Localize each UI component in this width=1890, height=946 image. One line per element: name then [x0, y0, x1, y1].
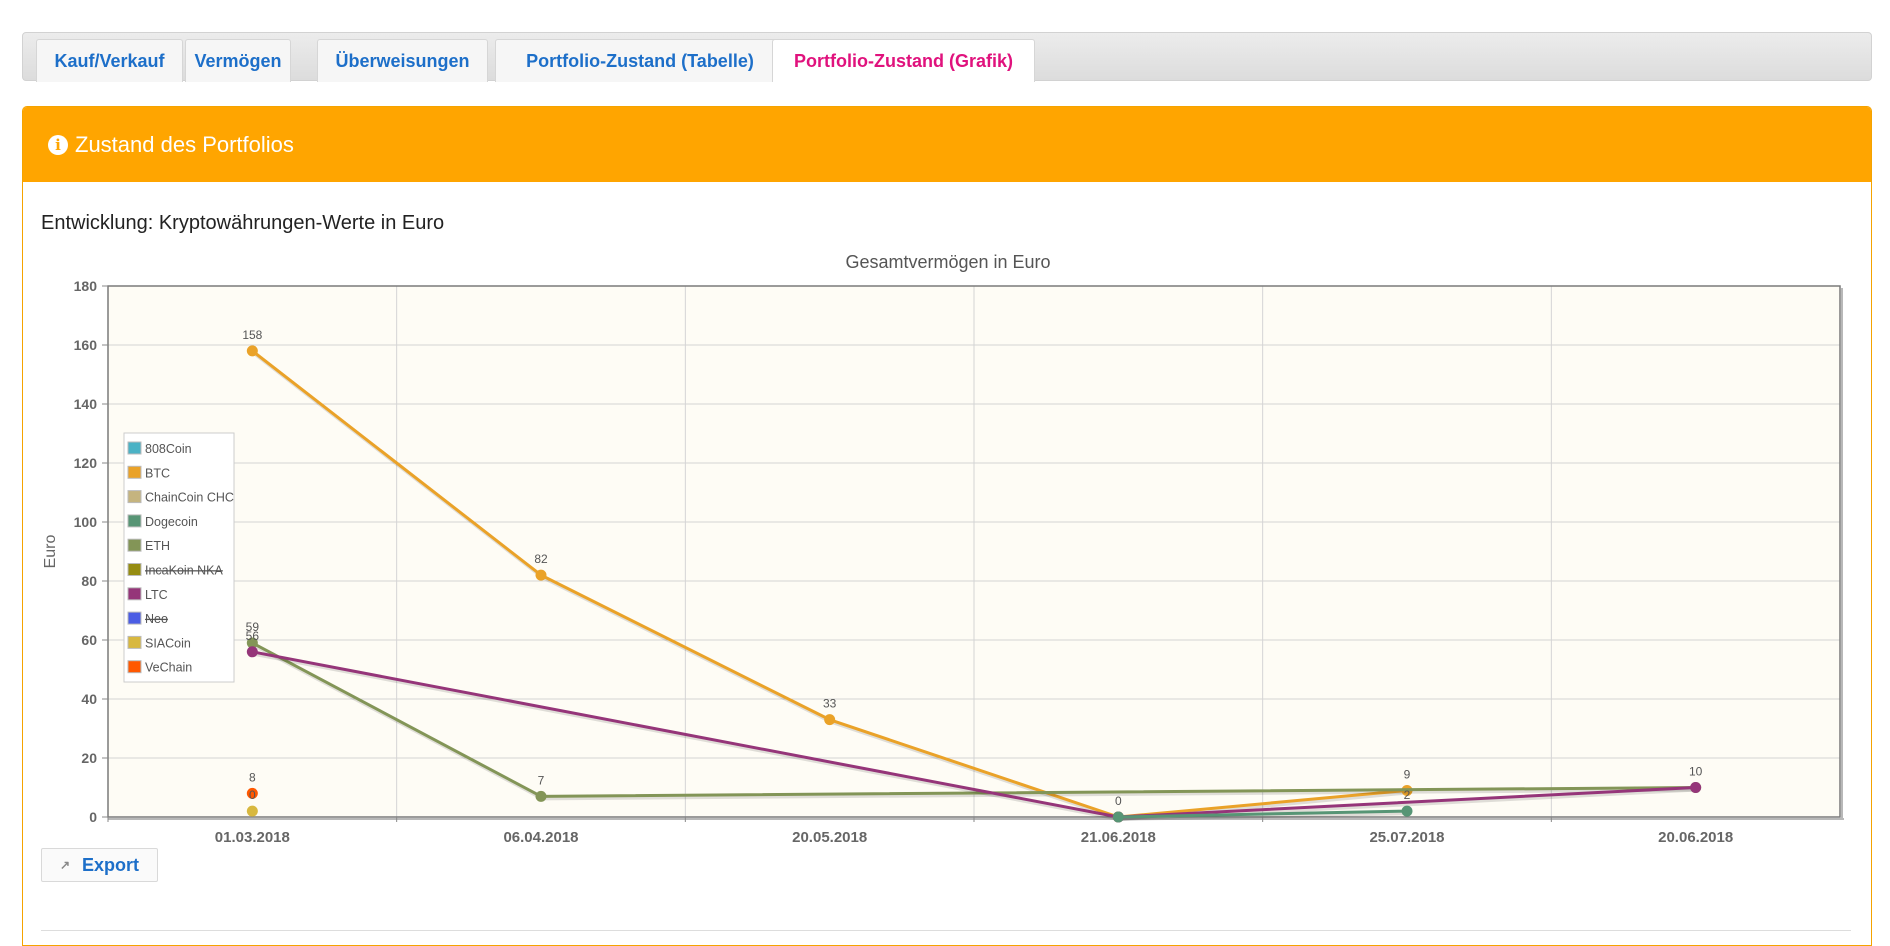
legend-swatch: [127, 490, 142, 504]
data-label: 158: [242, 328, 262, 342]
y-tick-label: 100: [74, 514, 98, 530]
y-tick-label: 60: [81, 632, 97, 648]
divider: [41, 930, 1851, 931]
x-tick-label: 21.06.2018: [1081, 829, 1156, 846]
x-tick-label: 20.05.2018: [792, 829, 867, 846]
data-point: [535, 790, 547, 802]
legend-item-label: Dogecoin: [145, 515, 198, 529]
legend-item-label: ETH: [145, 539, 170, 553]
data-label: 82: [534, 552, 548, 566]
series-line: [1118, 809, 1408, 819]
panel-header: i Zustand des Portfolios: [23, 107, 1871, 182]
data-label: 9: [1404, 767, 1411, 781]
legend-item-label: Neo: [145, 612, 168, 626]
export-button[interactable]: ↗ Export: [41, 848, 158, 882]
y-tick-label: 180: [74, 278, 98, 294]
data-label: 2: [1404, 788, 1411, 802]
y-axis-label: Euro: [42, 535, 59, 569]
tab-portfolio-tabelle[interactable]: Portfolio-Zustand (Tabelle): [495, 39, 785, 82]
x-tick-label: 20.06.2018: [1658, 829, 1733, 846]
x-tick-label: 25.07.2018: [1369, 829, 1444, 846]
legend-swatch: [127, 611, 142, 625]
legend-swatch: [127, 587, 142, 601]
external-link-icon: ↗: [59, 858, 71, 872]
legend-item-label: VeChain: [145, 661, 192, 675]
y-tick-label: 20: [81, 750, 97, 766]
data-label: 7: [538, 773, 545, 787]
legend-swatch: [127, 465, 142, 479]
legend-swatch: [127, 660, 142, 674]
y-tick-label: 160: [74, 337, 98, 353]
data-point: [246, 805, 258, 817]
legend-swatch: [127, 514, 142, 528]
data-point: [824, 714, 836, 726]
tab-ueberweisungen[interactable]: Überweisungen: [317, 39, 488, 82]
tab-vermoegen[interactable]: Vermögen: [185, 39, 291, 82]
tab-kauf-verkauf[interactable]: Kauf/Verkauf: [36, 39, 183, 82]
legend-item-label: 808Coin: [145, 442, 192, 456]
data-label: 8: [249, 770, 256, 784]
data-point: [535, 569, 547, 581]
x-tick-label: 06.04.2018: [503, 829, 578, 846]
legend-swatch: [127, 563, 142, 576]
legend-item-label: ChainCoin CHC: [145, 491, 234, 505]
legend-item-label: LTC: [145, 588, 168, 602]
legend-swatch: [127, 538, 142, 552]
data-label: 33: [823, 697, 837, 711]
chart-title: Gesamtvermögen in Euro: [845, 252, 1050, 272]
y-tick-label: 120: [74, 455, 98, 471]
data-point: [246, 637, 258, 649]
data-label: 59: [246, 620, 260, 634]
data-point: [246, 345, 258, 357]
data-label: 0: [249, 788, 256, 802]
y-tick-label: 0: [89, 809, 97, 825]
y-tick-label: 140: [74, 396, 98, 412]
data-label: 56: [246, 629, 260, 643]
panel-title: Zustand des Portfolios: [75, 131, 294, 157]
legend-swatch: [127, 441, 142, 455]
data-point: [1401, 805, 1413, 817]
data-point: [246, 646, 258, 658]
series-line-shadow: [1119, 811, 1409, 821]
export-label: Export: [82, 854, 140, 875]
legend-item-label: BTC: [145, 466, 170, 480]
data-point: [1690, 782, 1702, 793]
chart-subtitle: Entwicklung: Kryptowährungen-Werte in Eu…: [41, 212, 445, 234]
legend-box: [123, 432, 235, 683]
data-point: [246, 787, 258, 799]
data-point: [1112, 811, 1124, 823]
tab-portfolio-grafik[interactable]: Portfolio-Zustand (Grafik): [772, 39, 1035, 82]
data-label: 10: [1689, 765, 1703, 779]
info-icon: i: [48, 134, 68, 155]
legend-swatch: [127, 635, 142, 649]
x-tick-label: 01.03.2018: [215, 829, 290, 846]
tab-bar: Kauf/Verkauf Vermögen Überweisungen Port…: [22, 32, 1872, 82]
y-tick-label: 80: [81, 573, 97, 589]
y-tick-label: 40: [81, 691, 97, 707]
legend-item-label: IncaKoin NKA: [145, 564, 223, 578]
legend-item-label: SIACoin: [145, 636, 191, 650]
data-label: 0: [1115, 794, 1122, 808]
